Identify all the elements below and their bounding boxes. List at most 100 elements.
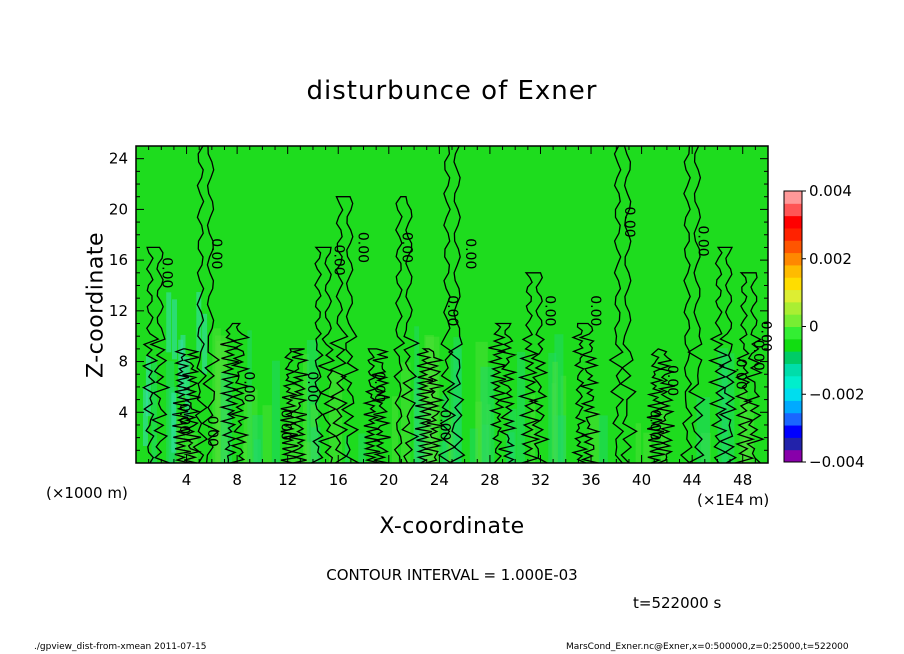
field-patch [166, 292, 172, 353]
field-patch [242, 433, 247, 463]
contour-label: 0.00 [277, 409, 293, 440]
contour-label: 0.00 [204, 416, 220, 447]
field-patch [306, 339, 319, 463]
colorbar-band [784, 240, 802, 254]
x-tick-label: 32 [531, 471, 550, 489]
colorbar-tick-label: −0.002 [809, 385, 865, 403]
field-patch [701, 432, 711, 463]
colorbar-band [784, 351, 802, 364]
colorbar-band [784, 215, 802, 229]
field-patch [480, 366, 495, 463]
field-patch [166, 361, 175, 463]
colorbar-band [784, 338, 802, 352]
contour-line [734, 272, 765, 464]
field-patch [448, 409, 453, 463]
x-tick-label: 24 [430, 471, 449, 489]
field-patch [151, 358, 157, 463]
contour-line [280, 348, 310, 464]
field-patch [302, 353, 310, 463]
colorbar-tick-label: 0.004 [809, 182, 852, 200]
colorbar-band [784, 437, 802, 451]
field-patch [176, 415, 185, 463]
contour-line [311, 246, 338, 464]
contour-label: 0.00 [437, 409, 453, 440]
field-patch [475, 401, 483, 463]
x-scale-label: (×1E4 m) [697, 491, 770, 509]
field-patch [486, 404, 491, 463]
field-patch [171, 299, 177, 360]
contour-line [218, 322, 252, 464]
field-patch [424, 334, 434, 463]
contour-line [571, 322, 601, 464]
contour-line [707, 246, 738, 464]
contour-line [141, 246, 171, 464]
contour-label: 0.00 [587, 295, 603, 326]
x-tick-label: 28 [480, 471, 499, 489]
colorbar-band [784, 363, 802, 377]
field-patch [416, 433, 426, 463]
field-patch [424, 372, 438, 463]
x-tick-label: 44 [683, 471, 702, 489]
field-patch [508, 408, 517, 463]
x-tick-label: 8 [232, 471, 242, 489]
field-patch [184, 356, 190, 417]
contour-label: 0.00 [462, 238, 478, 269]
field-patch [442, 394, 449, 463]
field-patch [221, 388, 229, 463]
y-tick-label: 16 [109, 251, 128, 269]
x-tick-label: 36 [581, 471, 600, 489]
field-patch [643, 432, 652, 463]
contour-label: 0.00 [330, 245, 346, 276]
y-tick-label: 24 [109, 150, 128, 168]
colorbar-band [784, 314, 802, 327]
contour-line [646, 348, 676, 464]
x-tick-label: 48 [733, 471, 752, 489]
chart-title: disturbunce of Exner [306, 76, 598, 106]
colorbar-band [784, 449, 802, 463]
field-patch [506, 432, 515, 463]
contour-label: 0.00 [159, 257, 175, 288]
field-patch [262, 405, 272, 463]
colorbar-band [784, 326, 802, 340]
y-tick-label: 8 [118, 353, 128, 371]
field-patch [142, 386, 148, 447]
contour-label: 0.00 [371, 371, 387, 402]
colorbar-tick-label: 0 [809, 318, 819, 336]
contour-label: 0.00 [444, 295, 460, 326]
contour-label: 0.00 [694, 226, 710, 257]
field-patch [743, 402, 754, 463]
contour-label: 0.00 [750, 340, 766, 371]
contour-label: 0.00 [241, 371, 257, 402]
field-patch [358, 433, 366, 463]
contour-line [517, 272, 551, 464]
x-axis-label: X-coordinate [379, 514, 525, 539]
field-patch [742, 438, 752, 463]
y-tick-label: 4 [118, 403, 128, 421]
field-patch [216, 340, 228, 463]
field-patch [517, 351, 526, 463]
field-patch [553, 415, 567, 463]
field-patch [400, 362, 411, 463]
contour-line [393, 196, 421, 464]
contour-line [172, 348, 202, 464]
colorbar-band [784, 375, 802, 389]
colorbar-band [784, 412, 802, 426]
field-patch [739, 390, 747, 463]
colorbar-band [784, 227, 802, 241]
field-patch [304, 442, 319, 463]
colorbar-band [784, 264, 802, 278]
x-tick-label: 16 [329, 471, 348, 489]
field-patch [481, 424, 490, 463]
field-patch [560, 375, 567, 463]
field-patch [438, 441, 447, 463]
field-patch [220, 372, 232, 463]
field-patch [145, 356, 151, 417]
y-tick-label: 12 [109, 302, 128, 320]
contour-label: 0.00 [208, 238, 224, 269]
colorbar-band [784, 425, 802, 438]
x-unit-label: (×1000 m) [46, 484, 128, 502]
footer-left: ./gpview_dist-from-xmean 2011-07-15 [34, 642, 207, 652]
colorbar-band [784, 191, 802, 204]
field-patch [635, 423, 641, 463]
